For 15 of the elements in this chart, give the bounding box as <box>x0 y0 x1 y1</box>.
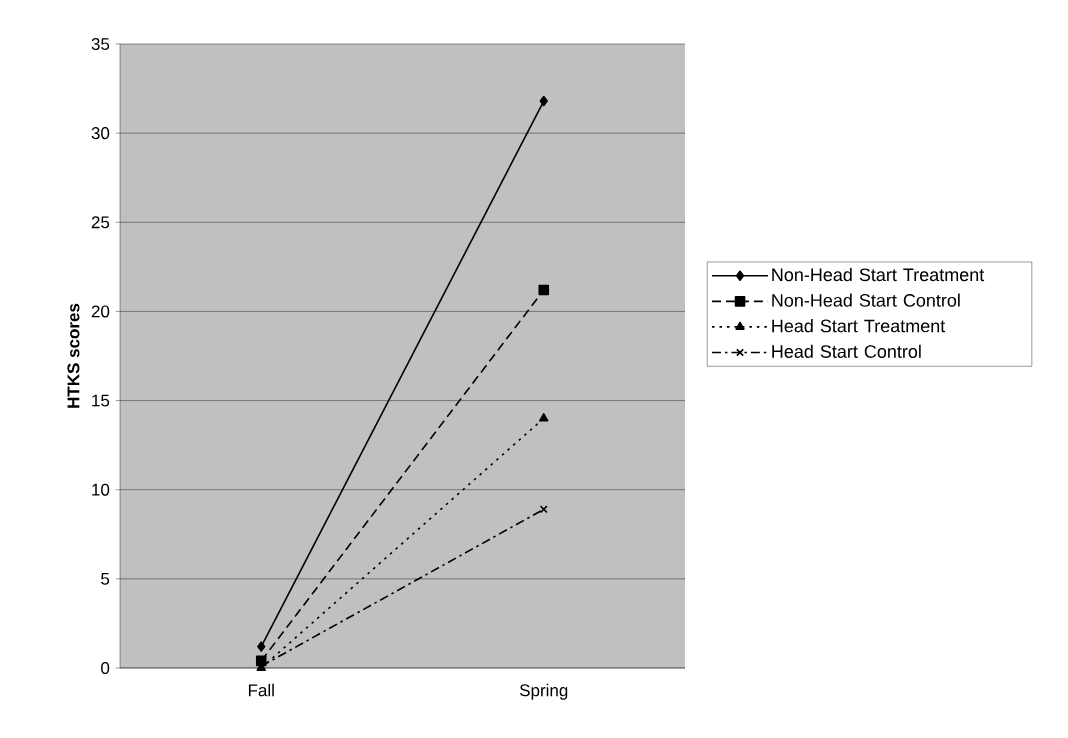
y-tick-label: 25 <box>91 216 110 229</box>
y-tick-label: 5 <box>101 572 110 585</box>
legend-label: Head Start Treatment <box>772 319 946 333</box>
y-tick-label: 10 <box>92 483 110 496</box>
legend-label: Non-Head Start Treatment <box>772 267 985 282</box>
y-tick-label: 0 <box>101 661 110 675</box>
legend-label: Non-Head Start Control <box>772 293 960 307</box>
y-axis-title: HTKS scores <box>67 303 80 408</box>
y-tick-label: 15 <box>92 394 110 407</box>
y-tick-label: 30 <box>91 127 110 140</box>
y-tick-label: 35 <box>91 37 110 51</box>
y-tick-label: 20 <box>91 305 110 318</box>
x-tick-label: Spring <box>519 683 568 700</box>
legend-label: Head Start Control <box>772 344 921 358</box>
x-tick-label: Fall <box>248 683 274 697</box>
